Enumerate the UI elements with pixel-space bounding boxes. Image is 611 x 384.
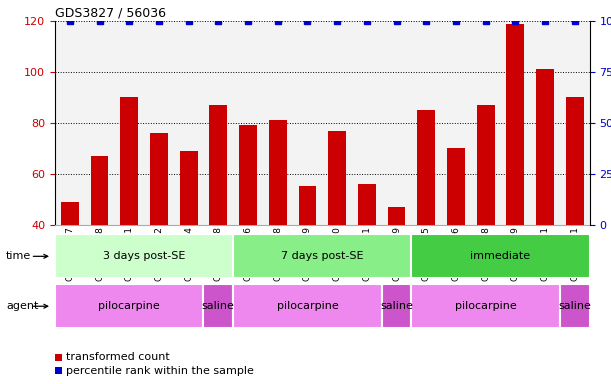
Bar (477, 105, 494, 326)
Bar (144, 21, 174, 225)
Bar (120, 98, 138, 326)
Bar (447, 148, 465, 326)
Text: immediate: immediate (470, 251, 530, 262)
Bar (61, 202, 79, 326)
Bar (530, 21, 560, 225)
Bar (382, 21, 411, 225)
Bar (471, 21, 500, 225)
Bar (382, 284, 411, 328)
Bar (233, 234, 411, 278)
Bar (441, 21, 471, 225)
Bar (358, 184, 376, 326)
Bar (203, 284, 233, 328)
Text: saline: saline (558, 301, 591, 311)
Bar (55, 21, 85, 225)
Bar (85, 21, 114, 225)
Text: time: time (6, 251, 31, 262)
Bar (411, 21, 441, 225)
Bar (566, 98, 584, 326)
Text: GDS3827 / 56036: GDS3827 / 56036 (55, 7, 166, 20)
Bar (352, 21, 382, 225)
Text: saline: saline (202, 301, 235, 311)
Bar (500, 21, 530, 225)
Bar (536, 70, 554, 326)
Text: percentile rank within the sample: percentile rank within the sample (66, 366, 254, 376)
Bar (323, 21, 352, 225)
Bar (55, 284, 203, 328)
Text: transformed count: transformed count (66, 352, 170, 362)
Bar (239, 126, 257, 326)
Bar (114, 21, 144, 225)
Bar (174, 21, 203, 225)
Bar (507, 24, 524, 326)
Bar (411, 284, 560, 328)
Bar (328, 131, 346, 326)
Bar (299, 187, 316, 326)
Bar (150, 133, 168, 326)
Text: pilocarpine: pilocarpine (455, 301, 516, 311)
Bar (560, 284, 590, 328)
Bar (55, 234, 233, 278)
Bar (90, 156, 109, 326)
Bar (210, 105, 227, 326)
Text: agent: agent (6, 301, 38, 311)
Bar (233, 21, 263, 225)
Bar (560, 21, 590, 225)
Text: pilocarpine: pilocarpine (277, 301, 338, 311)
Bar (417, 110, 435, 326)
Bar (411, 234, 590, 278)
Bar (180, 151, 197, 326)
Text: saline: saline (380, 301, 413, 311)
Bar (263, 21, 293, 225)
Text: 3 days post-SE: 3 days post-SE (103, 251, 185, 262)
Bar (269, 120, 287, 326)
Bar (387, 207, 406, 326)
Bar (293, 21, 323, 225)
Bar (203, 21, 233, 225)
Bar (233, 284, 382, 328)
Text: pilocarpine: pilocarpine (98, 301, 160, 311)
Text: 7 days post-SE: 7 days post-SE (281, 251, 364, 262)
